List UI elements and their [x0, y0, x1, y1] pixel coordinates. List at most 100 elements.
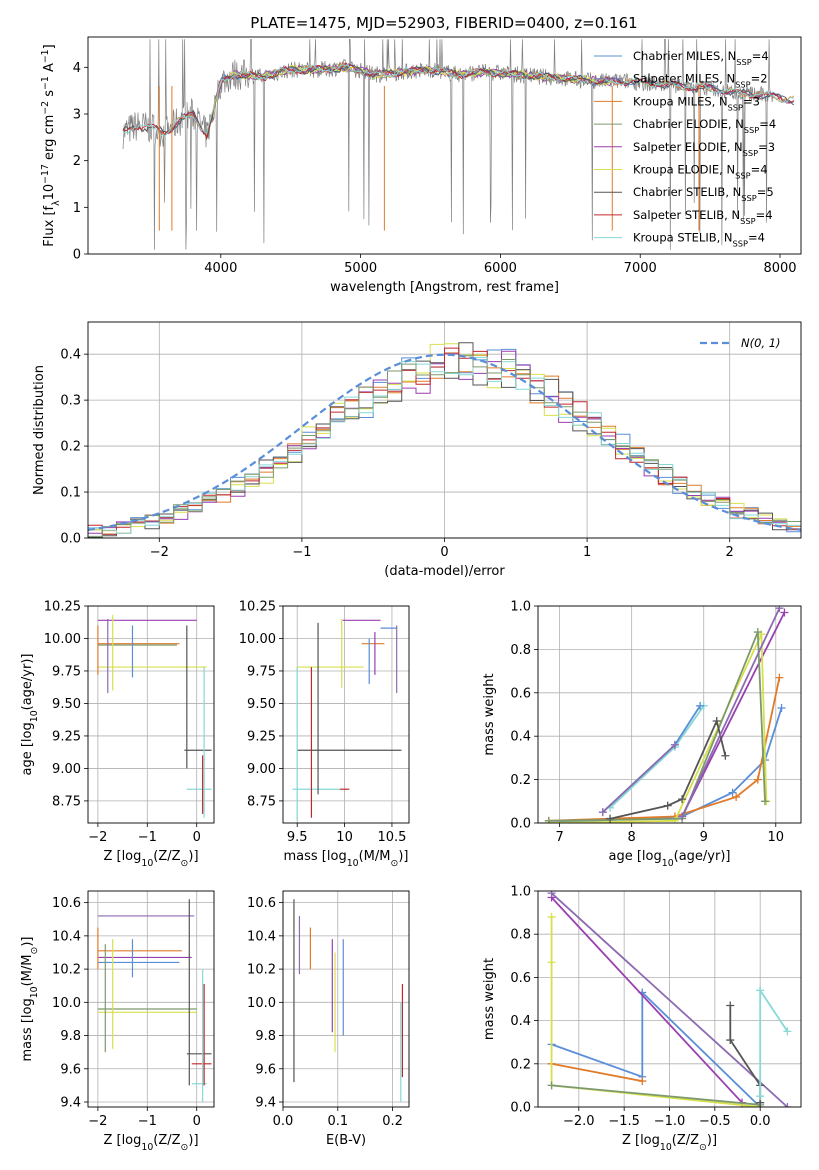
panel-weight_vs_age: 7 8 9 10 0.0 0.2 0.4 0.6 0.8 1.0 age [log10(age/yr… [482, 600, 802, 869]
axes-frame [87, 605, 215, 824]
axes-frame [87, 321, 802, 539]
weight-marker [753, 775, 762, 784]
axes-frame [282, 890, 410, 1108]
y-axis-label: age [log10(age/yr)] [20, 654, 40, 776]
x-tick-label: 8 [628, 830, 636, 845]
y-tick-label: 10.4 [247, 929, 276, 944]
y-tick-label: 0.8 [510, 643, 531, 658]
x-axis-label: Z [log10(Z/Z⊙)] [622, 1133, 717, 1153]
weight-line-salpeter_elodie [550, 896, 743, 1104]
x-tick-label: 10 [768, 830, 785, 845]
panel-mass_vs_Z: −2 −1 0 9.4 9.6 9.8 10.0 10.2 10.4 10.6 Z [log10(Z… [20, 890, 215, 1153]
x-tick-label: 2 [726, 545, 734, 560]
y-tick-label: 0.8 [510, 928, 531, 943]
y-tick-label: 10.25 [44, 600, 81, 615]
weight-marker [712, 717, 721, 726]
y-tick-label: 10.00 [239, 632, 276, 647]
y-tick-label: 0.6 [510, 686, 531, 701]
y-tick-label: 9.4 [60, 1096, 81, 1111]
x-axis-label: (data-model)/error [384, 564, 505, 579]
weight-marker [783, 1103, 792, 1107]
weight-line-kroupa_miles [548, 677, 781, 822]
panel-mass_vs_ebv: 0.0 0.1 0.2 9.4 9.6 9.8 10.0 10.2 10.4 10.6 E(B-V) [247, 890, 410, 1148]
weight-marker [732, 792, 741, 801]
model-spectrum-kroupa_stelib [122, 63, 795, 137]
x-tick-label: −1 [292, 545, 311, 560]
plot-area [544, 606, 789, 823]
x-tick-label: −1 [138, 830, 157, 845]
y-tick-label: 3 [73, 108, 81, 123]
plot-area [292, 618, 402, 821]
y-axis-label: Flux [fλ10−17 erg cm−2 s−1 A−1] [40, 44, 62, 246]
weight-line-kroupa_elodie [550, 916, 761, 1107]
y-tick-label: 9.75 [52, 664, 81, 679]
weight-line-chabrier_elodie [551, 1084, 761, 1106]
plot-area [97, 899, 212, 1103]
y-tick-label: 0.0 [60, 532, 81, 547]
y-tick-label: 9.4 [255, 1096, 276, 1111]
plot-area [547, 891, 792, 1107]
y-axis-label: mass weight [482, 958, 497, 1040]
x-tick-label: −1 [138, 1114, 157, 1129]
x-tick-label: −1.5 [608, 1114, 640, 1129]
axes-frame [87, 890, 215, 1108]
weight-line-salpeter_miles [550, 892, 789, 1107]
y-tick-label: 9.8 [255, 1029, 276, 1044]
x-tick-label: 1 [583, 545, 591, 560]
y-tick-label: 4 [73, 61, 81, 76]
histogram-chabrier_elodie [88, 355, 801, 537]
y-tick-label: 8.75 [52, 794, 81, 809]
legend-label: Chabrier ELODIE, NSSP=4 [633, 117, 776, 135]
x-axis-label: E(B-V) [326, 1133, 366, 1148]
weight-line-kroupa_stelib [759, 987, 789, 1097]
x-axis-label: mass [log10(M/M⊙)] [284, 849, 409, 869]
y-tick-label: 0.4 [510, 730, 531, 745]
y-tick-label: 10.6 [247, 896, 276, 911]
x-tick-label: 5000 [344, 261, 377, 276]
weight-marker [606, 814, 615, 823]
y-tick-label: 1.0 [510, 885, 531, 900]
weight-marker [547, 958, 556, 967]
x-tick-label: −2 [88, 1114, 107, 1129]
panel-residuals: −2 −1 0 1 2 0.0 0.1 0.2 0.3 0.4 (data-model)/error… [32, 321, 802, 579]
x-tick-label: 7 [555, 830, 563, 845]
weight-marker [777, 703, 786, 712]
x-tick-label: 10 [336, 830, 353, 845]
weight-marker [544, 816, 553, 823]
plot-area [97, 615, 212, 818]
histogram-chabrier_stelib [88, 342, 801, 538]
plot-area [122, 38, 795, 251]
weight-line-salpeter_miles [602, 744, 676, 813]
x-tick-label: 6000 [484, 261, 517, 276]
y-tick-label: 9.6 [60, 1062, 81, 1077]
y-tick-label: 2 [73, 154, 81, 169]
x-tick-label: −1.0 [654, 1114, 686, 1129]
y-tick-label: 9.50 [247, 697, 276, 712]
weight-line-chabrier_miles [551, 990, 761, 1107]
weight-marker [775, 606, 784, 613]
x-tick-label: 0 [440, 545, 448, 560]
x-tick-label: 7000 [624, 261, 657, 276]
x-tick-label: −0.5 [699, 1114, 731, 1129]
weight-line-kroupa_miles [551, 1062, 643, 1082]
x-tick-label: −2.0 [563, 1114, 595, 1129]
x-tick-label: 9.5 [287, 830, 308, 845]
weight-marker [780, 608, 789, 617]
weight-marker [663, 801, 672, 810]
y-tick-label: 9.25 [247, 729, 276, 744]
weight-marker [670, 740, 679, 749]
y-tick-label: 10.00 [44, 632, 81, 647]
weight-line-chabrier_elodie [548, 631, 766, 822]
y-tick-label: 0.6 [510, 971, 531, 986]
y-tick-label: 10.2 [52, 963, 81, 978]
weight-line-salpeter_elodie [681, 612, 786, 817]
y-tick-label: 1 [73, 201, 81, 216]
panel-age_vs_mass: 9.5 10 10.5 8.75 9.00 9.25 9.50 9.75 10.00 10.25 m… [239, 600, 410, 869]
weight-line-salpeter_miles [681, 607, 781, 817]
y-tick-label: 8.75 [247, 794, 276, 809]
y-tick-label: 10.25 [239, 600, 276, 615]
y-tick-label: 9.00 [247, 762, 276, 777]
y-tick-label: 10.0 [52, 996, 81, 1011]
x-tick-label: 0 [193, 1114, 201, 1129]
